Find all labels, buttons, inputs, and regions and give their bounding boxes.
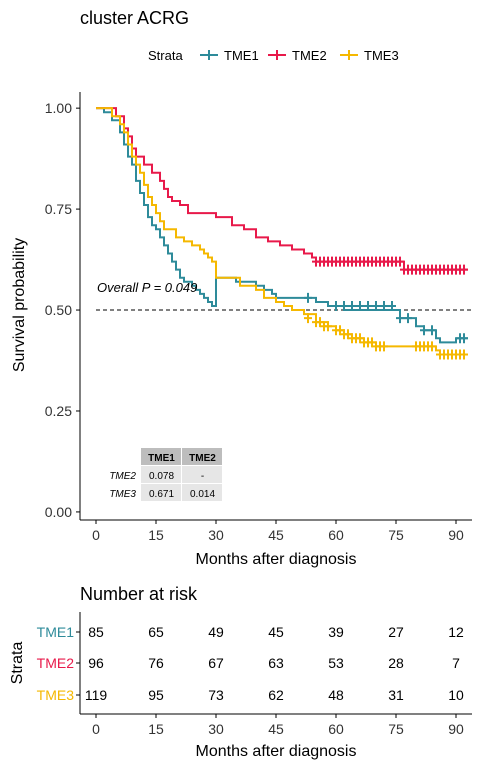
y-tick-label: 0.25 bbox=[45, 403, 72, 419]
risk-count: 119 bbox=[85, 687, 108, 703]
risk-count: 12 bbox=[448, 624, 464, 640]
pair-table-value: 0.671 bbox=[149, 489, 174, 500]
risk-count: 7 bbox=[452, 655, 460, 671]
legend-label: TME3 bbox=[364, 48, 399, 63]
risk-x-tick-label: 45 bbox=[268, 721, 284, 737]
y-tick-label: 0.00 bbox=[45, 504, 72, 520]
x-tick-label: 90 bbox=[448, 527, 464, 543]
censor-mark-tme1 bbox=[388, 301, 396, 311]
risk-count: 27 bbox=[388, 624, 404, 640]
censor-mark-tme2 bbox=[396, 256, 404, 267]
risk-x-tick-label: 75 bbox=[388, 721, 404, 737]
risk-x-tick-label: 0 bbox=[92, 721, 100, 737]
risk-count: 96 bbox=[88, 655, 104, 671]
pairwise-p-table: TME1 TME2 TME2 0.078 - TME3 0.671 0.014 bbox=[109, 448, 222, 501]
censor-mark-tme3 bbox=[304, 313, 312, 324]
risk-x-tick-label: 90 bbox=[448, 721, 464, 737]
pair-table-value: - bbox=[201, 471, 204, 482]
risk-row-label-tme1: TME1 bbox=[37, 624, 75, 640]
risk-table-title: Number at risk bbox=[80, 584, 198, 604]
pair-table-row-label: TME3 bbox=[109, 489, 136, 500]
risk-row-label-tme2: TME2 bbox=[37, 655, 75, 671]
km-curve-tme2 bbox=[96, 107, 468, 271]
censor-mark-tme1 bbox=[428, 325, 436, 336]
risk-count: 49 bbox=[208, 624, 224, 640]
risk-table: Number at risk TME1 85 65 49 45 39 27 12 TME2 96 7… bbox=[9, 584, 472, 760]
x-tick-label: 30 bbox=[208, 527, 224, 543]
risk-x-tick-label: 60 bbox=[328, 721, 344, 737]
risk-count: 85 bbox=[88, 624, 104, 640]
km-curve-tme1 bbox=[96, 107, 468, 344]
y-tick-label: 0.50 bbox=[45, 302, 72, 318]
legend-item-tme1: TME1 bbox=[200, 48, 259, 63]
pair-table-header-cell bbox=[141, 448, 181, 465]
legend: Strata TME1 TME2 TME3 bbox=[148, 48, 399, 63]
x-tick-label: 75 bbox=[388, 527, 404, 543]
risk-count: 39 bbox=[328, 624, 344, 640]
pair-table-value: 0.078 bbox=[149, 471, 174, 482]
censor-mark-tme3 bbox=[460, 349, 468, 360]
risk-x-axis-label: Months after diagnosis bbox=[196, 743, 357, 760]
y-tick-label: 1.00 bbox=[45, 100, 72, 116]
censor-mark-tme1 bbox=[304, 292, 312, 303]
y-tick-label: 0.75 bbox=[45, 201, 72, 217]
risk-count: 48 bbox=[328, 687, 344, 703]
x-axis-label: Months after diagnosis bbox=[196, 551, 357, 568]
risk-count: 62 bbox=[268, 687, 284, 703]
risk-count: 45 bbox=[268, 624, 284, 640]
km-plot: 0.00 0.25 0.50 0.75 1.00 0 15 30 45 60 75 90 Overa… bbox=[11, 92, 472, 568]
legend-label: TME1 bbox=[224, 48, 259, 63]
censor-mark-tme1 bbox=[332, 301, 340, 311]
x-tick-label: 15 bbox=[148, 527, 164, 543]
censor-mark-tme1 bbox=[356, 301, 364, 311]
x-tick-label: 60 bbox=[328, 527, 344, 543]
pair-table-cell bbox=[141, 466, 181, 483]
risk-row-label-tme3: TME3 bbox=[37, 687, 75, 703]
censor-mark-tme1 bbox=[364, 301, 372, 311]
pair-table-cell bbox=[182, 484, 222, 501]
risk-count: 73 bbox=[208, 687, 224, 703]
censor-mark-tme1 bbox=[380, 301, 388, 311]
risk-count: 95 bbox=[148, 687, 164, 703]
legend-title: Strata bbox=[148, 48, 183, 63]
risk-count: 28 bbox=[388, 655, 404, 671]
p-value-annotation: Overall P = 0.049 bbox=[97, 280, 197, 295]
pair-table-cell bbox=[182, 466, 222, 483]
censor-mark-tme1 bbox=[396, 313, 404, 324]
risk-count: 65 bbox=[148, 624, 164, 640]
censor-mark-tme3 bbox=[324, 321, 332, 332]
risk-count: 53 bbox=[328, 655, 344, 671]
legend-item-tme2: TME2 bbox=[268, 48, 327, 63]
censor-mark-tme1 bbox=[372, 301, 380, 311]
risk-x-tick-label: 30 bbox=[208, 721, 224, 737]
pair-table-row-label: TME2 bbox=[109, 471, 136, 482]
risk-count: 63 bbox=[268, 655, 284, 671]
censor-mark-tme1 bbox=[460, 333, 468, 344]
pair-table-value: 0.014 bbox=[190, 489, 215, 500]
chart-title: cluster ACRG bbox=[80, 8, 189, 28]
pair-table-header: TME2 bbox=[189, 453, 216, 464]
pair-table-header: TME1 bbox=[148, 453, 175, 464]
pair-table-header-cell bbox=[182, 448, 222, 465]
risk-y-axis-label: Strata bbox=[9, 642, 26, 685]
legend-item-tme3: TME3 bbox=[340, 48, 399, 63]
censor-mark-tme3 bbox=[428, 341, 436, 352]
pair-table-cell bbox=[141, 484, 181, 501]
censor-mark-tme1 bbox=[348, 301, 356, 311]
risk-count: 10 bbox=[448, 687, 464, 703]
risk-count: 67 bbox=[208, 655, 224, 671]
censor-mark-tme2 bbox=[460, 264, 468, 275]
risk-count: 31 bbox=[388, 687, 404, 703]
censor-mark-tme1 bbox=[420, 325, 428, 336]
x-tick-label: 0 bbox=[92, 527, 100, 543]
risk-x-tick-label: 15 bbox=[148, 721, 164, 737]
censor-mark-tme3 bbox=[380, 341, 388, 352]
censor-mark-tme1 bbox=[340, 301, 348, 311]
legend-label: TME2 bbox=[292, 48, 327, 63]
y-axis-label: Survival probability bbox=[11, 238, 28, 372]
censor-mark-tme1 bbox=[404, 313, 412, 324]
x-tick-label: 45 bbox=[268, 527, 284, 543]
risk-count: 76 bbox=[148, 655, 164, 671]
